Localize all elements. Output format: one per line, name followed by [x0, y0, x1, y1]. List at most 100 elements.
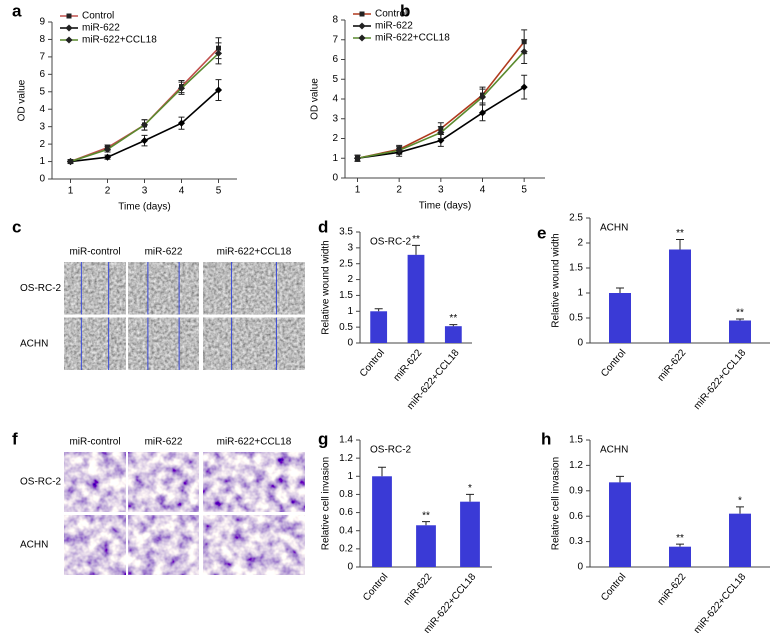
y-axis-label: Relative wound width: [321, 240, 332, 335]
y-tick-label: 7: [332, 34, 338, 45]
row-label: OS-RC-2: [20, 477, 62, 488]
marker: [520, 48, 528, 56]
x-tick-label: miR-622: [656, 347, 689, 383]
y-tick-label: 1.2: [339, 453, 353, 464]
y-tick-label: 0.9: [569, 485, 583, 496]
legend-marker: [65, 24, 73, 32]
x-tick-label: 4: [179, 186, 185, 197]
significance-label: **: [422, 510, 430, 521]
error-bar: [422, 521, 430, 526]
column-label: miR-622: [145, 247, 183, 258]
marker: [478, 109, 487, 117]
panel-letter: a: [12, 1, 22, 20]
x-tick-label: 4: [480, 185, 486, 196]
panel-title: OS-RC-2: [370, 445, 412, 456]
legend-marker: [66, 13, 72, 19]
x-tick-label: Control: [599, 572, 628, 604]
x-tick-label: 3: [142, 186, 148, 197]
bar: [370, 311, 388, 343]
x-tick-label: 5: [521, 185, 527, 196]
x-tick-label: miR-622: [402, 571, 435, 607]
error-bar: [736, 318, 744, 321]
x-tick-label: 5: [216, 186, 222, 197]
micrograph: [128, 515, 199, 575]
legend-label: Control: [82, 11, 114, 22]
micrograph: [128, 317, 199, 370]
micrograph: [203, 515, 305, 575]
error-bar: [676, 239, 684, 250]
marker: [177, 84, 186, 92]
error-bar: [412, 244, 420, 255]
marker: [437, 129, 445, 137]
significance-label: *: [468, 483, 472, 494]
micrograph: [64, 515, 126, 575]
bar: [407, 254, 425, 343]
bar: [416, 525, 436, 567]
y-tick-label: 4: [332, 94, 338, 105]
micrograph: [203, 452, 305, 512]
x-tick-label: 2: [396, 185, 402, 196]
marker: [395, 146, 403, 154]
y-tick-label: 8: [332, 15, 338, 26]
x-tick-label: 2: [105, 186, 111, 197]
panel-letter: h: [541, 429, 551, 448]
panel-title: ACHN: [600, 445, 628, 456]
y-tick-label: 0: [332, 173, 338, 184]
y-tick-label: 9: [39, 17, 45, 28]
y-tick-label: 1.5: [339, 290, 353, 301]
y-tick-label: 1: [39, 156, 45, 167]
y-tick-label: 4: [39, 104, 45, 115]
y-tick-label: 0.5: [569, 313, 583, 324]
bar: [729, 513, 751, 567]
y-tick-label: 0.6: [339, 507, 353, 518]
panel-letter: f: [12, 429, 18, 448]
marker: [214, 49, 223, 57]
marker: [103, 145, 112, 153]
marker: [140, 121, 149, 129]
legend-marker: [358, 34, 366, 42]
legend-marker: [65, 36, 73, 44]
panel-letter: g: [318, 429, 328, 448]
micrograph: [128, 262, 199, 315]
y-axis-label: Relative cell invasion: [551, 457, 562, 550]
micrograph: [128, 452, 199, 512]
row-label: ACHN: [20, 540, 48, 551]
y-tick-label: 6: [332, 54, 338, 65]
marker: [353, 154, 362, 162]
panel-letter: e: [537, 223, 546, 242]
y-tick-label: 0.2: [339, 543, 353, 554]
marker: [478, 93, 487, 101]
x-tick-label: miR-622: [392, 347, 425, 383]
y-tick-label: 0: [347, 338, 353, 349]
y-axis-label: Relative wound width: [551, 233, 562, 328]
error-bar: [374, 308, 383, 312]
y-tick-label: 0.6: [569, 511, 583, 522]
y-tick-label: 1.4: [339, 435, 353, 446]
y-tick-label: 3.5: [339, 227, 353, 238]
bar: [609, 482, 631, 567]
marker: [66, 158, 75, 166]
bar: [444, 326, 462, 343]
bar: [729, 320, 751, 343]
column-label: miR-control: [69, 437, 120, 448]
marker: [177, 119, 186, 127]
row-label: OS-RC-2: [20, 283, 62, 294]
y-tick-label: 0: [577, 338, 583, 349]
y-tick-label: 7: [39, 52, 45, 63]
micrograph: [64, 262, 126, 315]
x-axis-label: Time (days): [419, 201, 471, 212]
y-tick-label: 2.5: [569, 213, 583, 224]
bar: [669, 249, 691, 343]
error-bar: [676, 543, 684, 547]
column-label: miR-622+CCL18: [217, 247, 292, 258]
marker: [140, 137, 149, 145]
legend-label: miR-622+CCL18: [375, 33, 450, 44]
micrograph: [64, 317, 126, 370]
panel-letter: b: [400, 1, 410, 20]
error-bar: [449, 324, 458, 327]
error-bar: [378, 466, 386, 477]
y-tick-label: 3: [332, 113, 338, 124]
panel-title: OS-RC-2: [370, 237, 412, 248]
error-bar: [616, 287, 624, 293]
legend-label: miR-622: [375, 21, 413, 32]
